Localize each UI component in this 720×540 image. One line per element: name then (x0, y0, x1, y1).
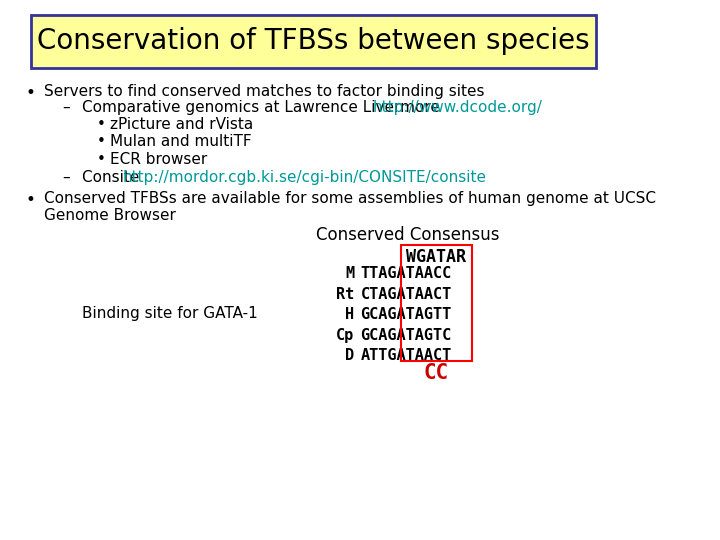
Text: http://www.dcode.org/: http://www.dcode.org/ (373, 100, 543, 115)
Text: •: • (97, 134, 106, 150)
Text: –: – (63, 100, 71, 115)
Text: Conserved TFBSs are available for some assemblies of human genome at UCSC: Conserved TFBSs are available for some a… (44, 191, 656, 206)
Text: WGATAR: WGATAR (406, 247, 466, 266)
Text: Genome Browser: Genome Browser (44, 208, 176, 224)
Text: Rt: Rt (336, 287, 354, 302)
Text: CTAGATAACT: CTAGATAACT (361, 287, 451, 302)
Text: TTAGATAACC: TTAGATAACC (361, 266, 451, 281)
Text: H: H (345, 307, 354, 322)
Text: GCAGATAGTC: GCAGATAGTC (361, 328, 451, 343)
Text: Servers to find conserved matches to factor binding sites: Servers to find conserved matches to fac… (44, 84, 485, 99)
FancyBboxPatch shape (32, 15, 595, 68)
Text: ECR browser: ECR browser (109, 152, 207, 167)
Text: Consite: Consite (81, 170, 144, 185)
Text: M: M (345, 266, 354, 281)
Text: ATTGATAACT: ATTGATAACT (361, 348, 451, 363)
Text: •: • (97, 117, 106, 132)
Text: GCAGATAGTT: GCAGATAGTT (361, 307, 451, 322)
Text: Comparative genomics at Lawrence Livermore: Comparative genomics at Lawrence Livermo… (81, 100, 444, 115)
Text: Conserved Consensus: Conserved Consensus (316, 226, 499, 244)
Text: zPicture and rVista: zPicture and rVista (109, 117, 253, 132)
Text: Conservation of TFBSs between species: Conservation of TFBSs between species (37, 27, 590, 55)
Text: •: • (97, 152, 106, 167)
Text: Cp: Cp (336, 328, 354, 343)
Text: •: • (25, 84, 35, 102)
Text: D: D (345, 348, 354, 363)
Text: –: – (63, 170, 71, 185)
Text: http://mordor.cgb.ki.se/cgi-bin/CONSITE/consite: http://mordor.cgb.ki.se/cgi-bin/CONSITE/… (122, 170, 486, 185)
Text: Mulan and multiTF: Mulan and multiTF (109, 134, 251, 150)
Text: Binding site for GATA-1: Binding site for GATA-1 (81, 306, 257, 321)
Text: •: • (25, 191, 35, 208)
Text: CC: CC (423, 362, 449, 383)
